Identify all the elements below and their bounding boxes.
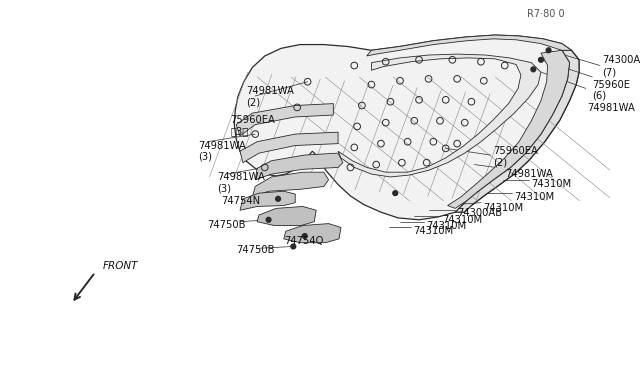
Text: 74310M: 74310M (515, 192, 554, 202)
Circle shape (531, 67, 536, 72)
Polygon shape (240, 191, 295, 210)
Circle shape (291, 244, 296, 249)
Polygon shape (240, 132, 338, 163)
Polygon shape (257, 206, 316, 225)
Polygon shape (236, 104, 333, 136)
Text: 74310M: 74310M (442, 215, 482, 225)
Text: (2): (2) (246, 98, 260, 108)
Text: 74300A: 74300A (602, 55, 640, 65)
Polygon shape (234, 35, 579, 220)
Polygon shape (455, 50, 579, 212)
Text: (3): (3) (217, 183, 231, 193)
Circle shape (538, 57, 543, 62)
Text: 74310M: 74310M (531, 179, 572, 189)
Circle shape (266, 217, 271, 222)
Polygon shape (338, 54, 541, 177)
Text: (6): (6) (593, 91, 607, 101)
Text: 74981WA: 74981WA (217, 172, 265, 182)
Polygon shape (255, 153, 343, 180)
Text: 74300AB: 74300AB (457, 208, 502, 218)
Polygon shape (252, 172, 328, 197)
Polygon shape (447, 50, 570, 208)
Polygon shape (284, 224, 341, 243)
Text: （3）: （3） (230, 126, 249, 136)
Text: 74981WA: 74981WA (198, 141, 246, 151)
Circle shape (546, 48, 551, 53)
Text: 74750B: 74750B (236, 245, 275, 255)
Text: 74310M: 74310M (483, 203, 523, 214)
Text: 75960EA: 75960EA (230, 115, 275, 125)
Text: (7): (7) (602, 67, 616, 77)
Polygon shape (367, 35, 572, 56)
Text: (2): (2) (493, 158, 508, 168)
Text: 74310M: 74310M (426, 221, 466, 231)
Text: 74754N: 74754N (221, 196, 260, 206)
Text: 75960EA: 75960EA (493, 146, 538, 156)
Text: 74310M: 74310M (413, 226, 454, 236)
Circle shape (393, 191, 397, 196)
Text: 74981WA: 74981WA (588, 103, 636, 113)
Text: R7·80 0: R7·80 0 (527, 9, 565, 19)
Text: 74981WA: 74981WA (246, 86, 294, 96)
Circle shape (276, 196, 280, 201)
Circle shape (302, 234, 307, 238)
Text: 75960E: 75960E (593, 80, 630, 90)
Text: 74981WA: 74981WA (505, 169, 552, 179)
Text: 74750B: 74750B (207, 219, 246, 230)
Text: FRONT: FRONT (103, 260, 138, 270)
Text: 74754Q: 74754Q (284, 236, 323, 246)
Text: (3): (3) (198, 152, 212, 162)
